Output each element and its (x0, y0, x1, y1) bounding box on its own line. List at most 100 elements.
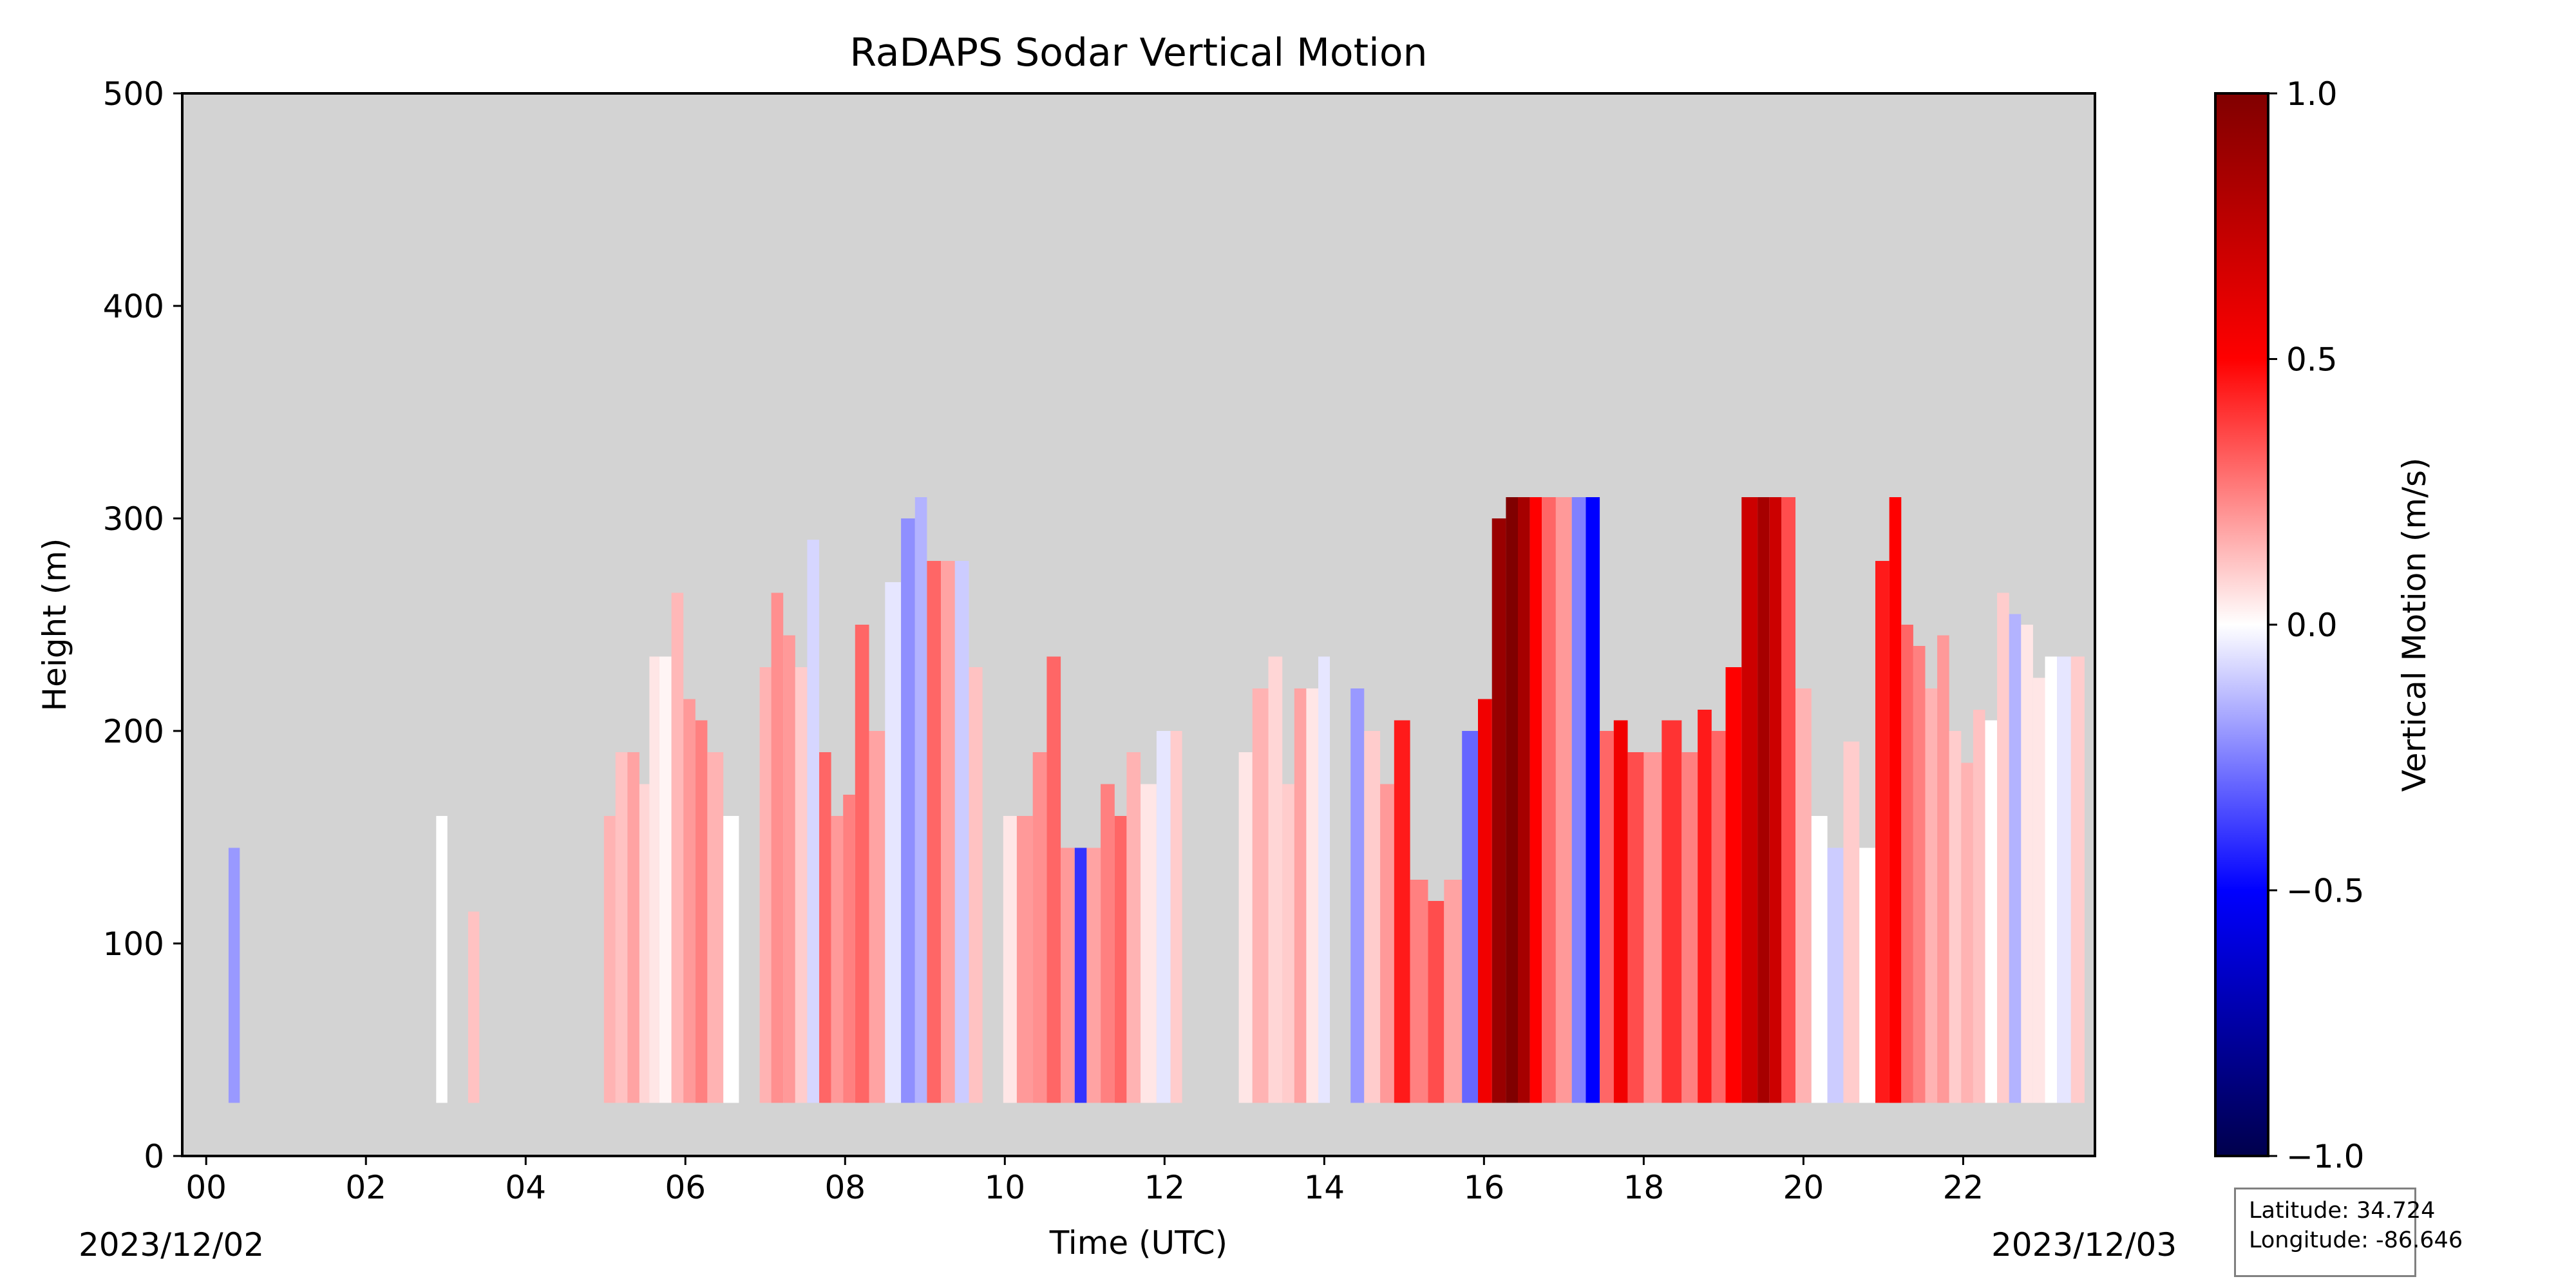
data-column (1889, 497, 1902, 1103)
data-column (1444, 880, 1463, 1103)
data-column (2032, 677, 2045, 1103)
data-column (831, 816, 844, 1103)
data-column (914, 497, 927, 1103)
data-column (1268, 656, 1283, 1103)
colorbar-tick-label: 1.0 (2286, 75, 2338, 113)
data-column (1518, 497, 1530, 1103)
y-tick-label: 0 (144, 1138, 164, 1175)
data-column (1949, 731, 1962, 1103)
data-column (1542, 497, 1556, 1103)
data-column (901, 518, 915, 1103)
data-column (807, 540, 819, 1103)
data-column (639, 784, 650, 1103)
data-column (1101, 784, 1115, 1103)
data-column (1875, 561, 1889, 1103)
colorbar-tick-label: −0.5 (2286, 873, 2364, 910)
y-axis-label: Height (m) (36, 538, 73, 712)
y-tick-label: 200 (103, 713, 164, 750)
x-tick-label: 08 (824, 1169, 866, 1206)
data-column (1318, 656, 1330, 1103)
data-column (1627, 752, 1644, 1103)
data-column (1662, 720, 1682, 1103)
data-column (759, 667, 772, 1103)
longitude-text: Longitude: -86.646 (2249, 1227, 2463, 1253)
data-column (1294, 688, 1307, 1103)
data-column (1613, 720, 1628, 1103)
x-tick-label: 10 (984, 1169, 1025, 1206)
y-tick-label: 100 (103, 925, 164, 963)
data-column (783, 635, 795, 1103)
data-column (468, 911, 480, 1103)
data-column (2021, 625, 2033, 1103)
data-column (1530, 497, 1542, 1103)
data-column (1046, 656, 1061, 1103)
data-column (1811, 816, 1828, 1103)
y-axis: 0 100 200 300 400 500 (103, 75, 182, 1175)
data-column (771, 592, 784, 1103)
data-column (1061, 848, 1075, 1103)
data-column (1074, 848, 1087, 1103)
data-column (1795, 688, 1812, 1103)
data-column (969, 667, 983, 1103)
x-tick-label: 18 (1624, 1169, 1665, 1206)
data-column (1032, 752, 1047, 1103)
x-tick-label: 00 (185, 1169, 227, 1206)
data-column (603, 816, 616, 1103)
start-date-label: 2023/12/02 (79, 1226, 264, 1264)
data-column (1571, 497, 1586, 1103)
x-tick-label: 20 (1783, 1169, 1824, 1206)
data-column (885, 582, 902, 1103)
data-column (1238, 752, 1253, 1103)
data-column (707, 752, 724, 1103)
data-column (1086, 848, 1101, 1103)
data-column (1252, 688, 1269, 1103)
latitude-text: Latitude: 34.724 (2249, 1198, 2436, 1224)
data-column (1600, 731, 1614, 1103)
data-column (2070, 656, 2085, 1103)
data-column (1364, 731, 1381, 1103)
data-column (659, 656, 672, 1103)
data-column (1428, 901, 1444, 1103)
x-tick-label: 04 (505, 1169, 546, 1206)
data-column (1643, 752, 1662, 1103)
data-columns (228, 497, 2085, 1103)
data-column (1997, 592, 2009, 1103)
colorbar-label: Vertical Motion (m/s) (2396, 457, 2433, 791)
data-column (1937, 635, 1949, 1103)
x-tick-label: 22 (1943, 1169, 1984, 1206)
colorbar-ticks: −1.0 −0.5 0.0 0.5 1.0 (2268, 75, 2364, 1175)
data-column (1973, 710, 1985, 1103)
end-date-label: 2023/12/03 (1991, 1226, 2177, 1264)
data-column (1827, 848, 1844, 1103)
colorbar-tick-label: 0.5 (2286, 341, 2338, 379)
data-column (695, 720, 708, 1103)
x-tick-label: 06 (665, 1169, 706, 1206)
data-column (1961, 762, 1973, 1103)
data-column (1769, 497, 1782, 1103)
data-column (1141, 784, 1157, 1103)
data-column (1114, 816, 1127, 1103)
data-column (1741, 497, 1758, 1103)
data-column (2057, 656, 2071, 1103)
data-column (1725, 667, 1742, 1103)
data-column (1394, 720, 1410, 1103)
location-info-box: Latitude: 34.724 Longitude: -86.646 (2234, 1188, 2463, 1277)
data-column (1859, 848, 1875, 1103)
data-column (1901, 625, 1913, 1103)
data-column (1925, 688, 1938, 1103)
data-column (1350, 688, 1365, 1103)
data-column (1282, 784, 1294, 1103)
data-column (927, 561, 942, 1103)
data-column (1156, 731, 1171, 1103)
plot-frame (181, 92, 2096, 1157)
data-column (1462, 731, 1478, 1103)
chart-title: RaDAPS Sodar Vertical Motion (849, 30, 1427, 75)
data-column (615, 752, 628, 1103)
data-column (1492, 518, 1506, 1103)
data-column (1711, 731, 1726, 1103)
x-tick-label: 16 (1464, 1169, 1505, 1206)
data-column (627, 752, 639, 1103)
x-axis: 00 02 04 06 08 10 12 14 16 18 20 22 (185, 1156, 1984, 1206)
data-column (1757, 497, 1770, 1103)
